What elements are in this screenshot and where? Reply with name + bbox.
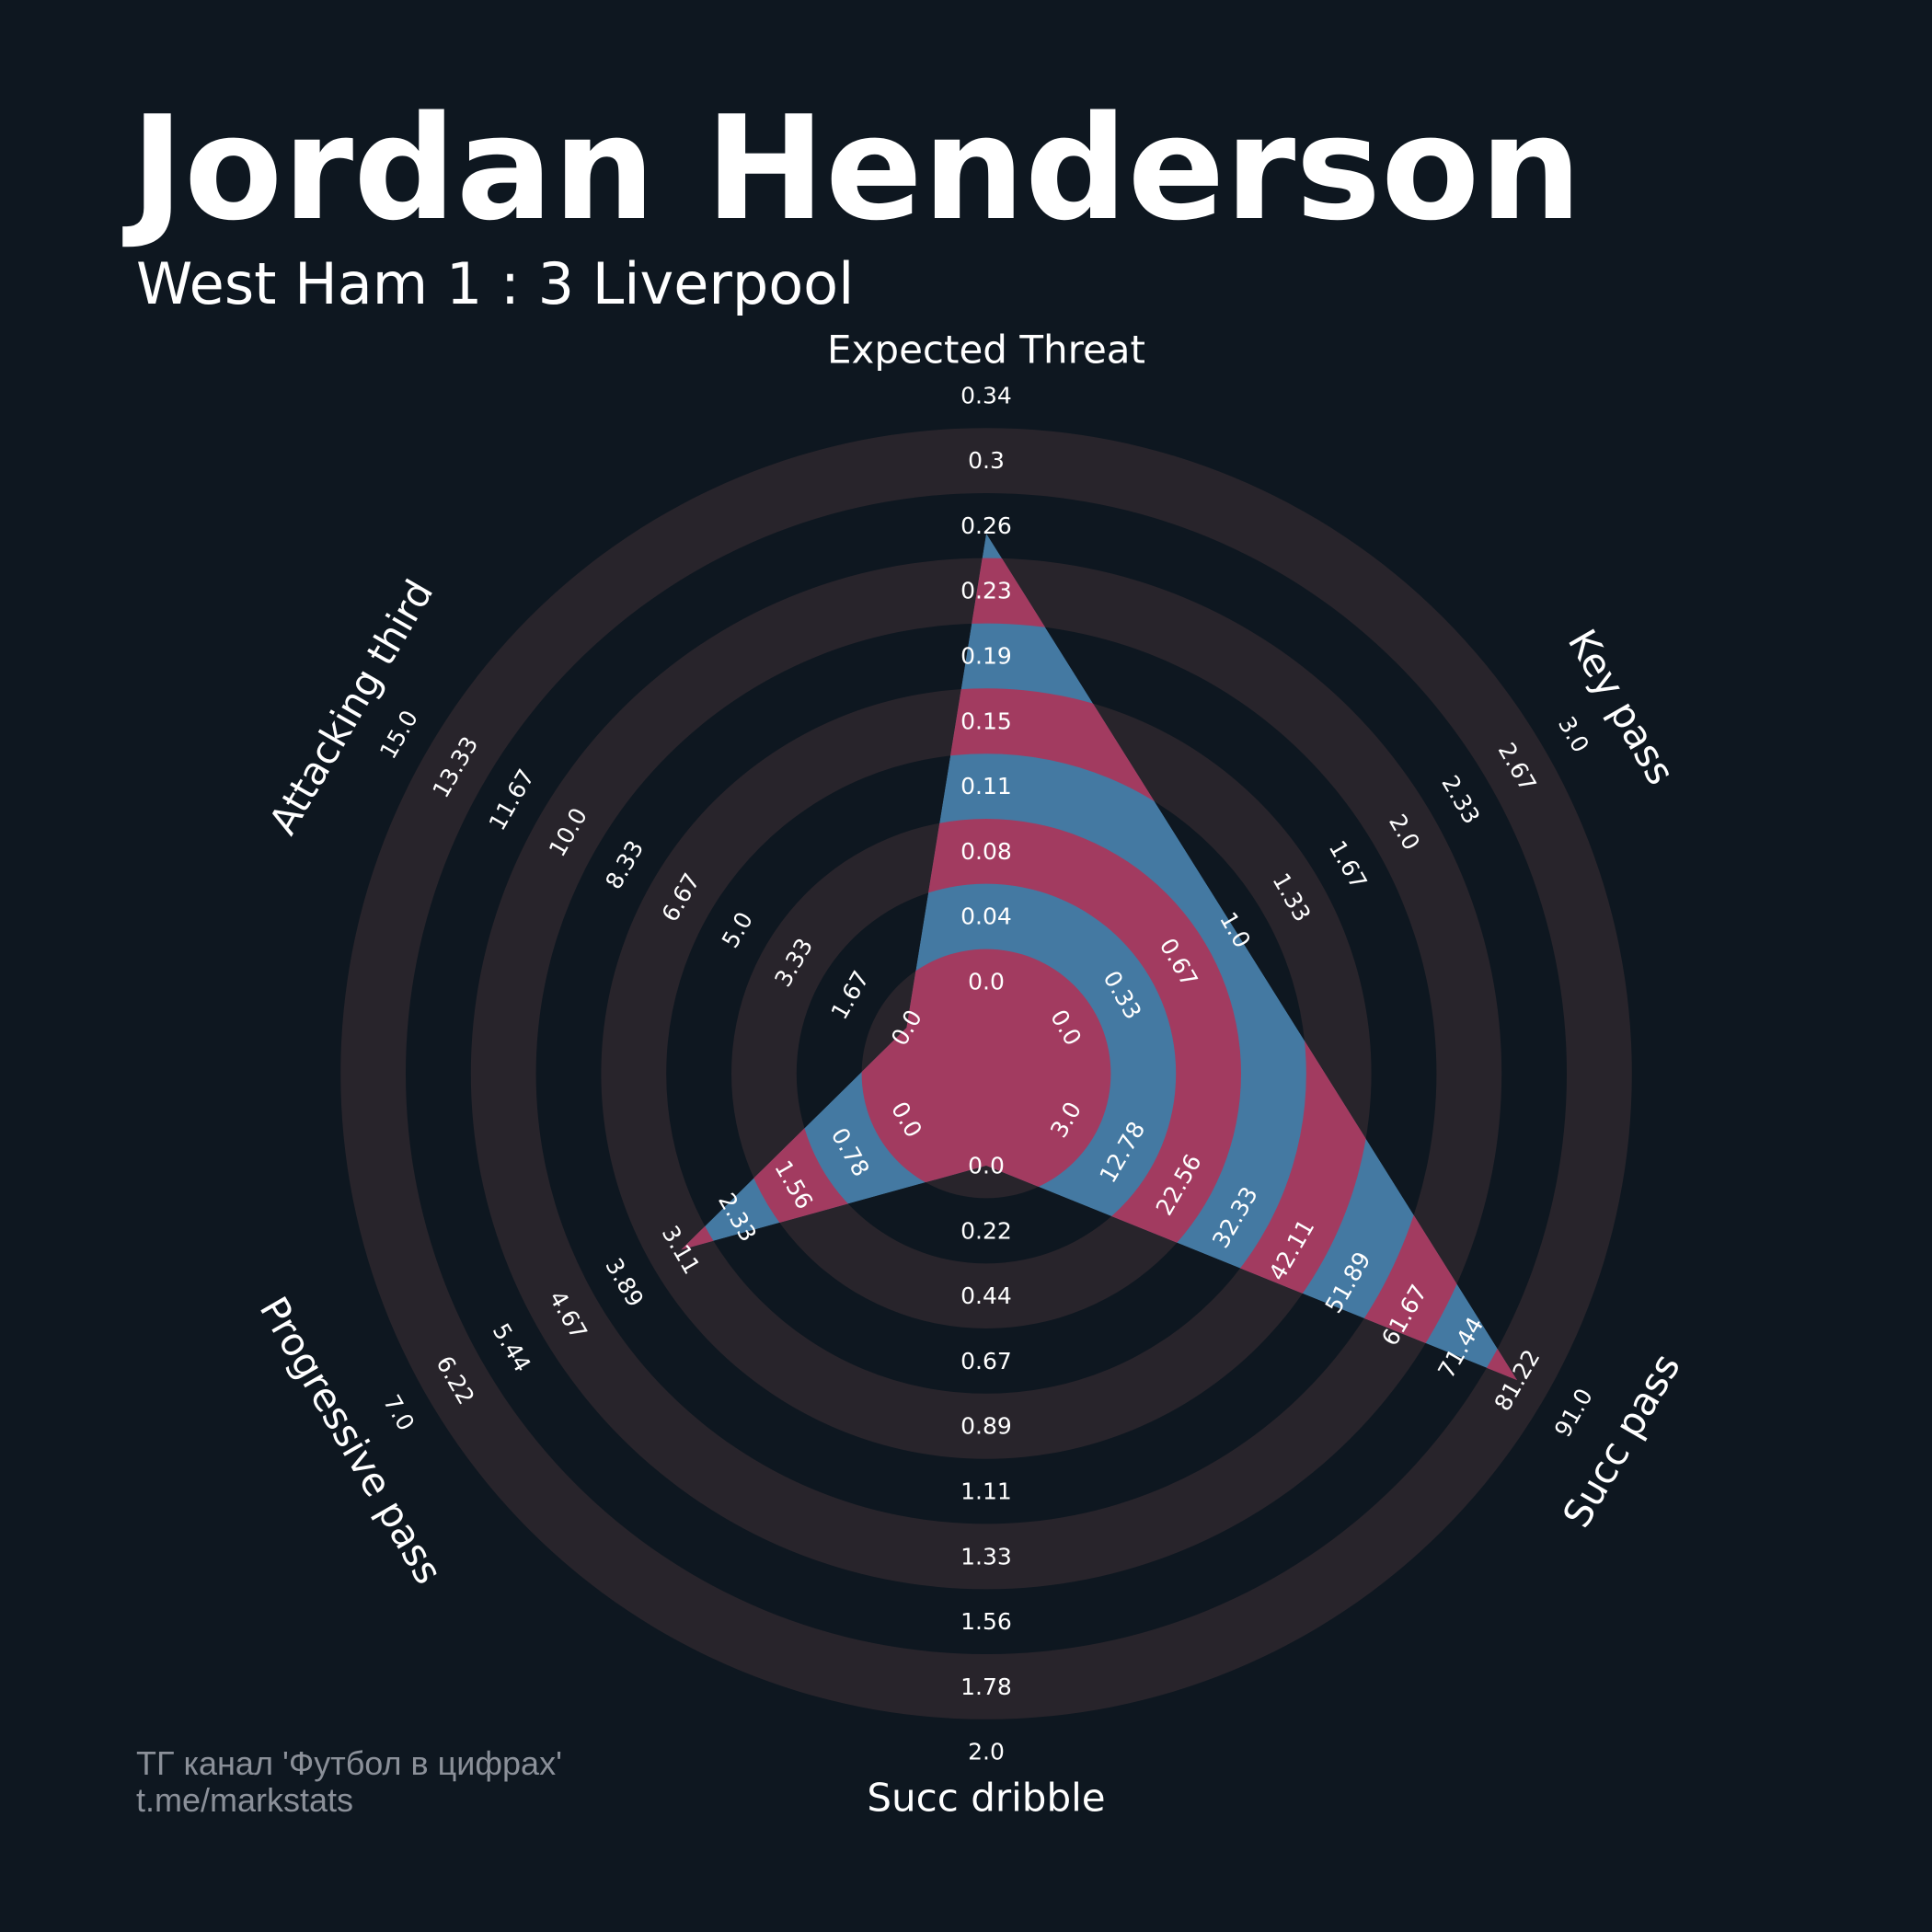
tick-label: 0.19 xyxy=(960,643,1012,670)
tick-label: 0.08 xyxy=(960,838,1012,865)
player-polygon xyxy=(681,533,1518,1381)
tick-label: 2.0 xyxy=(968,1739,1005,1765)
tick-label: 0.44 xyxy=(960,1282,1012,1309)
tick-label: 0.15 xyxy=(960,707,1012,734)
match-score: West Ham 1 : 3 Liverpool xyxy=(136,250,855,317)
tick-label: 5.0 xyxy=(717,907,758,952)
tick-label: 3.89 xyxy=(600,1254,649,1312)
tick-label: 0.0 xyxy=(968,1153,1005,1179)
tick-label: 0.04 xyxy=(960,903,1012,930)
param-label: Key pass xyxy=(1559,622,1684,792)
tick-label: 0.11 xyxy=(960,773,1012,799)
tick-label: 1.56 xyxy=(960,1608,1012,1635)
tick-label: 0.26 xyxy=(960,512,1012,539)
polygon-band xyxy=(861,949,1111,1199)
tick-label: 91.0 xyxy=(1549,1384,1598,1442)
tick-label: 2.33 xyxy=(1436,771,1485,829)
tick-label: 1.67 xyxy=(1324,836,1373,894)
tick-label: 8.33 xyxy=(600,836,649,894)
credit-channel: ТГ канал 'Футбол в цифрах' xyxy=(136,1744,562,1782)
tick-label: 1.11 xyxy=(960,1478,1012,1505)
tick-label: 5.44 xyxy=(488,1318,536,1376)
param-label: Succ dribble xyxy=(867,1776,1105,1821)
tick-label: 1.33 xyxy=(960,1543,1012,1570)
tick-label: 15.0 xyxy=(374,706,423,764)
tick-label: 11.67 xyxy=(484,765,540,834)
param-label: Succ pass xyxy=(1554,1346,1689,1535)
tick-label: 3.0 xyxy=(1553,712,1594,757)
tick-label: 0.23 xyxy=(960,578,1012,604)
tick-label: 7.0 xyxy=(378,1390,420,1435)
tick-label: 0.22 xyxy=(960,1217,1012,1244)
tick-label: 0.89 xyxy=(960,1413,1012,1440)
param-label: Expected Threat xyxy=(827,327,1145,372)
tick-label: 1.67 xyxy=(826,966,875,1024)
tick-label: 0.0 xyxy=(968,969,1005,995)
tick-label: 0.3 xyxy=(968,447,1005,474)
tick-label: 0.67 xyxy=(960,1348,1012,1374)
player-name: Jordan Henderson xyxy=(131,85,1582,252)
credit-link: t.me/markstats xyxy=(136,1781,354,1819)
tick-label: 0.34 xyxy=(960,382,1012,408)
tick-label: 1.78 xyxy=(960,1673,1012,1700)
